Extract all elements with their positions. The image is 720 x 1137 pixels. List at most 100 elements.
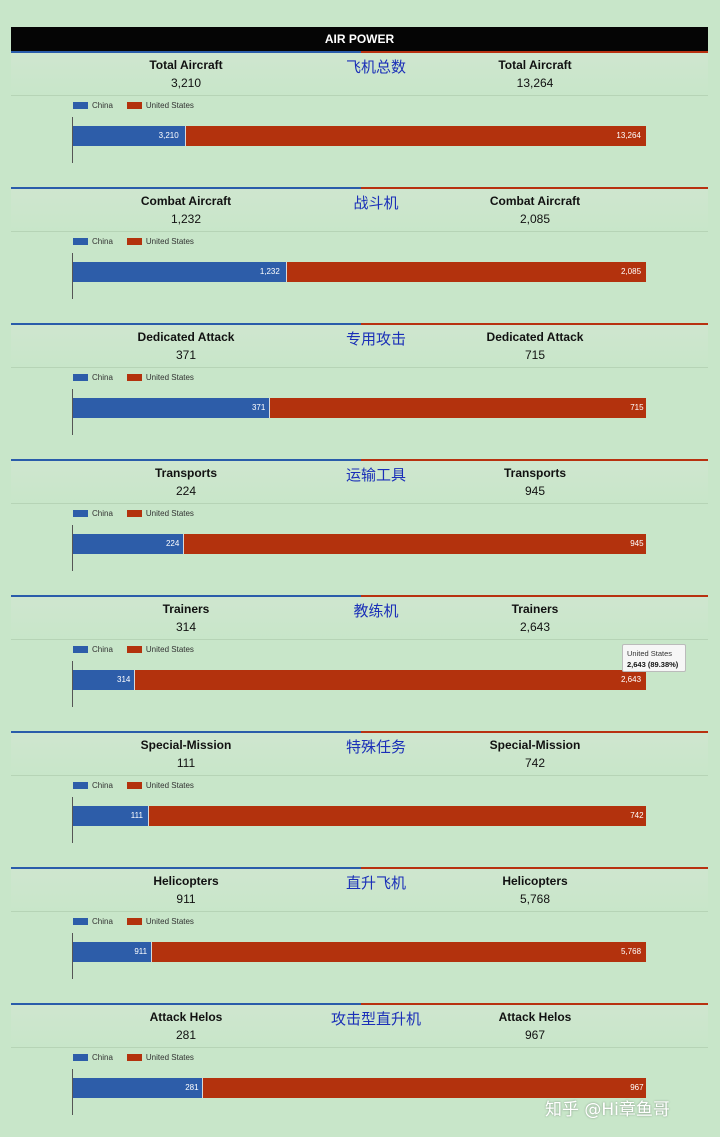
value-us: 967 <box>524 1028 546 1042</box>
bar-us[interactable] <box>182 534 646 554</box>
value-china: 3,210 <box>170 76 202 90</box>
legend-swatch-us <box>126 917 142 925</box>
value-us: 5,768 <box>519 892 551 906</box>
category-header: Helicopters 911 直升飞机 Helicopters 5,768 <box>11 869 708 912</box>
data-label-china: 3,210 <box>158 131 179 140</box>
legend-item-us[interactable]: United States <box>126 781 194 790</box>
legend-swatch-us <box>126 1053 142 1061</box>
data-label-us: 2,643 <box>621 675 642 684</box>
category-axis <box>72 1069 73 1115</box>
bar-track: 371 715 <box>73 398 646 418</box>
bar-china[interactable] <box>73 942 152 962</box>
bar-china[interactable] <box>73 534 183 554</box>
tooltip-value: 2,643 (89.38%) <box>627 660 679 669</box>
category-header: Special-Mission 111 特殊任务 Special-Mission 742 <box>11 733 708 776</box>
legend-item-china[interactable]: China <box>73 237 113 246</box>
legend-item-china[interactable]: China <box>73 1053 113 1062</box>
data-label-china: 371 <box>251 403 266 412</box>
bar-us[interactable] <box>184 126 646 146</box>
legend[interactable]: China United States <box>73 371 208 383</box>
bar-china[interactable] <box>73 670 134 690</box>
section-line-us <box>361 731 708 733</box>
legend-item-us[interactable]: United States <box>126 236 194 246</box>
legend[interactable]: China United States <box>73 507 208 519</box>
legend-item-china[interactable]: China <box>73 373 113 382</box>
legend-item-china[interactable]: China <box>73 509 113 518</box>
section-line-us <box>361 1003 708 1005</box>
bar-us[interactable] <box>202 1078 646 1098</box>
legend-item-us[interactable]: United States <box>126 917 194 926</box>
bar-china[interactable] <box>73 398 269 418</box>
category-header: Attack Helos 281 攻击型直升机 Attack Helos 967 <box>11 1005 708 1048</box>
chinese-title: 飞机总数 <box>345 58 406 76</box>
legend[interactable]: China United States <box>73 915 208 927</box>
section-line-us <box>361 595 708 597</box>
category-axis <box>72 933 73 979</box>
bar-us[interactable] <box>147 806 646 826</box>
value-us: 742 <box>524 756 546 770</box>
bar-track: 281 967 <box>73 1078 646 1098</box>
section-line-us <box>361 459 708 461</box>
section-line-us <box>361 187 708 189</box>
legend-swatch-china <box>73 645 88 653</box>
value-us: 2,085 <box>519 212 551 226</box>
legend-item-us[interactable]: United States <box>126 509 194 518</box>
chinese-title: 专用攻击 <box>345 330 406 348</box>
legend-item-us[interactable]: United States <box>126 645 194 654</box>
category-header: Trainers 314 教练机 Trainers 2,643 <box>11 597 708 640</box>
chart-section: Special-Mission 111 特殊任务 Special-Mission 742… <box>11 731 708 853</box>
bar-us[interactable] <box>151 942 646 962</box>
category-label-us: Helicopters <box>502 874 568 888</box>
bar-us[interactable] <box>268 398 646 418</box>
bar-china[interactable] <box>73 262 286 282</box>
category-label-china: Attack Helos <box>149 1010 223 1024</box>
chinese-title: 运输工具 <box>345 466 406 484</box>
value-us: 13,264 <box>516 76 554 90</box>
legend[interactable]: China United States <box>73 235 208 247</box>
legend-item-china[interactable]: China <box>73 101 113 110</box>
chart-section: Trainers 314 教练机 Trainers 2,643 China United S… <box>11 595 708 717</box>
bar-us[interactable] <box>285 262 646 282</box>
chart-section: Combat Aircraft 1,232 战斗机 Combat Aircraft 2,… <box>11 187 708 309</box>
legend-label-china: China <box>92 644 113 654</box>
bar-track: 911 5,768 <box>73 942 646 962</box>
legend-label-us: United States <box>145 236 194 246</box>
category-label-us: Combat Aircraft <box>489 194 581 208</box>
bar-china[interactable] <box>73 126 185 146</box>
legend-item-us[interactable]: United States <box>126 373 194 382</box>
legend-item-us[interactable]: United States <box>126 1052 194 1062</box>
category-header: Dedicated Attack 371 专用攻击 Dedicated Attack 7… <box>11 325 708 368</box>
chart-tooltip: United States 2,643 (89.38%) <box>622 644 686 672</box>
legend-item-china[interactable]: China <box>73 645 113 654</box>
chart-section: Dedicated Attack 371 专用攻击 Dedicated Attack 7… <box>11 323 708 445</box>
bar-us[interactable] <box>133 670 646 690</box>
bar-china[interactable] <box>73 1078 203 1098</box>
value-china: 314 <box>175 620 197 634</box>
legend[interactable]: China United States <box>73 99 208 111</box>
section-line-china <box>11 1003 361 1005</box>
legend-label-china: China <box>92 372 113 382</box>
legend-label-china: China <box>92 916 113 926</box>
legend-label-us: United States <box>145 1052 194 1062</box>
legend-item-china[interactable]: China <box>73 781 113 790</box>
category-axis <box>72 253 73 299</box>
legend-label-china: China <box>92 100 113 110</box>
legend[interactable]: China United States <box>73 1051 208 1063</box>
legend[interactable]: China United States <box>73 779 208 791</box>
data-label-us: 742 <box>630 811 644 820</box>
category-label-china: Helicopters <box>153 874 219 888</box>
legend-label-china: China <box>92 780 113 790</box>
legend[interactable]: China United States <box>73 643 208 655</box>
bar-china[interactable] <box>73 806 148 826</box>
data-label-china: 911 <box>134 947 148 956</box>
category-label-china: Total Aircraft <box>149 58 223 72</box>
value-china: 911 <box>176 892 196 906</box>
category-label-us: Attack Helos <box>498 1010 572 1024</box>
value-china: 1,232 <box>170 212 202 226</box>
legend-item-china[interactable]: China <box>73 917 113 926</box>
legend-item-us[interactable]: United States <box>126 101 194 110</box>
watermark: 知乎 @Hi章鱼哥 <box>545 1100 670 1120</box>
category-label-china: Special-Mission <box>140 738 232 752</box>
bar-track: 3,210 13,264 <box>73 126 646 146</box>
legend-swatch-china <box>73 509 88 517</box>
